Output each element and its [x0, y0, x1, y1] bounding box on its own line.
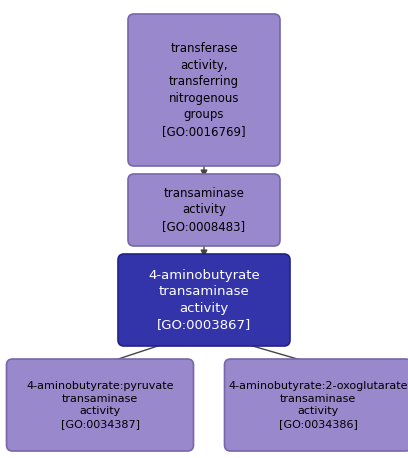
Text: 4-aminobutyrate
transaminase
activity
[GO:0003867]: 4-aminobutyrate transaminase activity [G… [148, 269, 260, 331]
FancyBboxPatch shape [128, 174, 280, 246]
Text: transaminase
activity
[GO:0008483]: transaminase activity [GO:0008483] [162, 187, 246, 233]
FancyBboxPatch shape [224, 359, 408, 451]
Text: transferase
activity,
transferring
nitrogenous
groups
[GO:0016769]: transferase activity, transferring nitro… [162, 42, 246, 138]
FancyBboxPatch shape [128, 14, 280, 166]
FancyBboxPatch shape [118, 254, 290, 346]
Text: 4-aminobutyrate:2-oxoglutarate
transaminase
activity
[GO:0034386]: 4-aminobutyrate:2-oxoglutarate transamin… [228, 381, 408, 429]
FancyBboxPatch shape [7, 359, 193, 451]
Text: 4-aminobutyrate:pyruvate
transaminase
activity
[GO:0034387]: 4-aminobutyrate:pyruvate transaminase ac… [26, 381, 174, 429]
